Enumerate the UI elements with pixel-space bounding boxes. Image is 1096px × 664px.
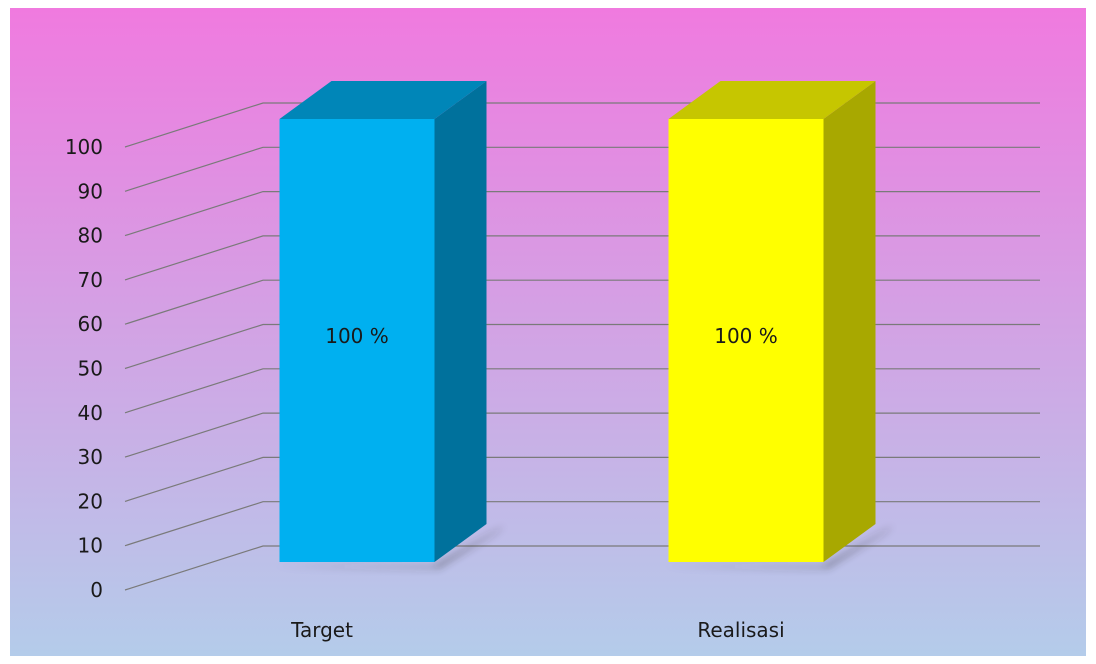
y-tick-label: 50 [78, 357, 103, 381]
y-tick-label: 0 [90, 578, 103, 602]
y-tick-label: 100 [65, 135, 103, 159]
y-axis-ticks: 0 10 20 30 40 50 60 70 80 90 100 [65, 135, 103, 602]
chart-background [10, 8, 1086, 656]
data-label: 100 % [325, 324, 389, 348]
x-category-label: Target [290, 618, 353, 642]
y-tick-label: 80 [78, 224, 103, 248]
y-tick-label: 40 [78, 401, 103, 425]
bar-front-face [279, 119, 435, 562]
bar-target [279, 81, 487, 562]
y-tick-label: 70 [78, 268, 103, 292]
x-category-label: Realisasi [697, 618, 784, 642]
x-axis-categories: Target Realisasi [290, 618, 785, 642]
y-tick-label: 60 [78, 312, 103, 336]
data-labels: 100 % 100 % [325, 324, 778, 348]
y-tick-label: 20 [78, 489, 103, 513]
bar-side-face [823, 81, 876, 562]
y-tick-label: 10 [78, 534, 103, 558]
bar-side-face [434, 81, 487, 562]
bar-top-face [279, 81, 487, 119]
data-label: 100 % [714, 324, 778, 348]
y-tick-label: 30 [78, 445, 103, 469]
bar-front-face [668, 119, 824, 562]
y-tick-label: 90 [78, 179, 103, 203]
bar-top-face [668, 81, 876, 119]
bars [279, 81, 876, 562]
bar-realisasi [668, 81, 876, 562]
